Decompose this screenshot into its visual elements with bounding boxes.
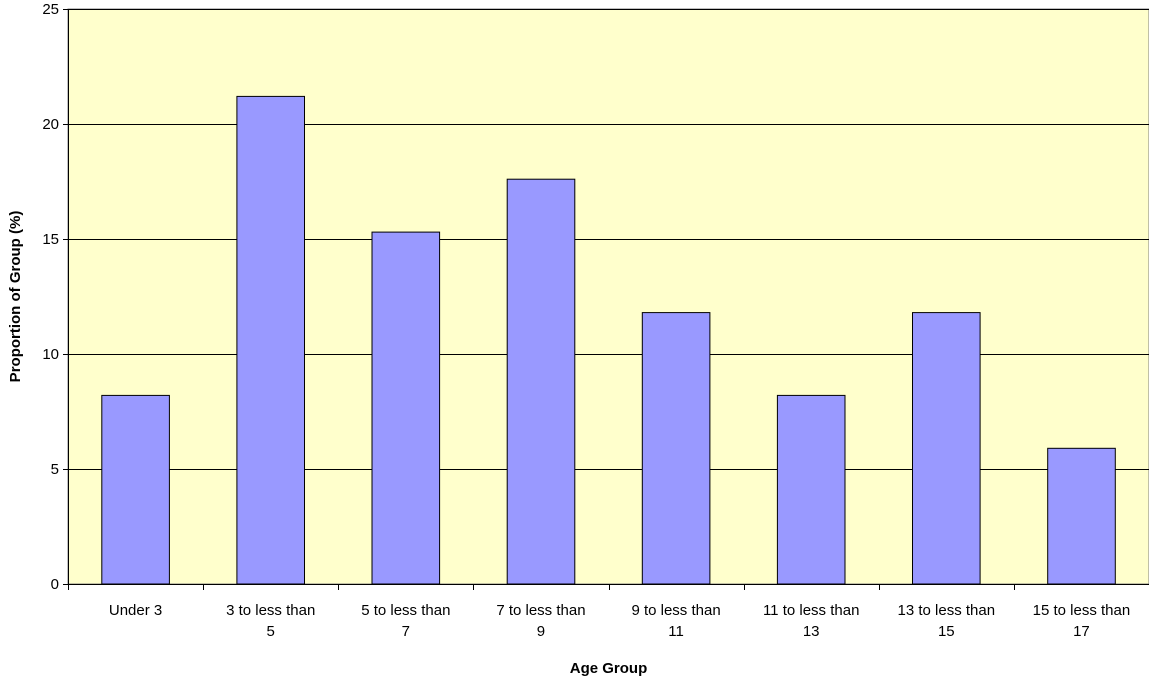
x-tick-label-1: Under 3	[109, 602, 162, 619]
x-tick-label-line: 15 to less than	[1033, 602, 1131, 619]
x-tick-label-7: 13 to less than 15	[898, 602, 996, 640]
bar-3	[371, 231, 441, 585]
x-tick-label-line: 13 to less than	[898, 602, 996, 619]
x-axis-title: Age Group	[570, 660, 648, 677]
y-tick-label-5: 5	[51, 461, 59, 478]
y-tick-label-25: 25	[42, 1, 59, 18]
y-tick-labels: 0 5 10 15 20 25	[42, 1, 59, 593]
x-tick-label-6: 11 to less than 13	[763, 602, 859, 640]
x-tick-label-line: 13	[803, 623, 820, 640]
x-tick-label-line: 5 to less than	[361, 602, 450, 619]
x-tick-label-line: Under 3	[109, 602, 162, 619]
bar-2	[236, 95, 305, 585]
x-tick-label-5: 9 to less than 11	[631, 602, 720, 640]
bar-5	[641, 312, 711, 585]
x-tick-label-line: 5	[267, 623, 275, 640]
x-tick-label-line: 11	[668, 623, 684, 640]
x-tick-label-2: 3 to less than 5	[226, 602, 315, 640]
bar-7	[912, 312, 981, 585]
bar-6	[776, 394, 846, 585]
bar-8	[1047, 447, 1116, 585]
x-tick-label-3: 5 to less than 7	[361, 602, 450, 640]
x-tick-label-4: 7 to less than 9	[496, 602, 585, 640]
x-tick-label-line: 9	[537, 623, 545, 640]
x-tick-label-8: 15 to less than 17	[1033, 602, 1131, 640]
y-tick-label-15: 15	[42, 231, 59, 248]
bars	[101, 95, 1116, 585]
x-tick-label-line: 11 to less than	[763, 602, 859, 619]
plot-area	[67, 8, 1149, 585]
y-tick-label-10: 10	[42, 346, 59, 363]
x-tick-label-line: 9 to less than	[631, 602, 720, 619]
bar-4	[506, 178, 576, 585]
bar-1	[101, 394, 170, 585]
x-tick-label-line: 7 to less than	[496, 602, 585, 619]
x-tick-label-line: 3 to less than	[226, 602, 315, 619]
x-tick-label-line: 17	[1073, 623, 1090, 640]
axes	[63, 9, 1149, 590]
y-tick-label-0: 0	[51, 576, 59, 593]
x-tick-label-line: 7	[402, 623, 410, 640]
x-tick-label-line: 15	[938, 623, 955, 640]
x-tick-labels: Under 3 3 to less than 5 5 to less than 7 7 t…	[109, 602, 1130, 640]
y-axis-title: Proportion of Group (%)	[7, 211, 24, 383]
y-tick-label-20: 20	[42, 116, 59, 133]
